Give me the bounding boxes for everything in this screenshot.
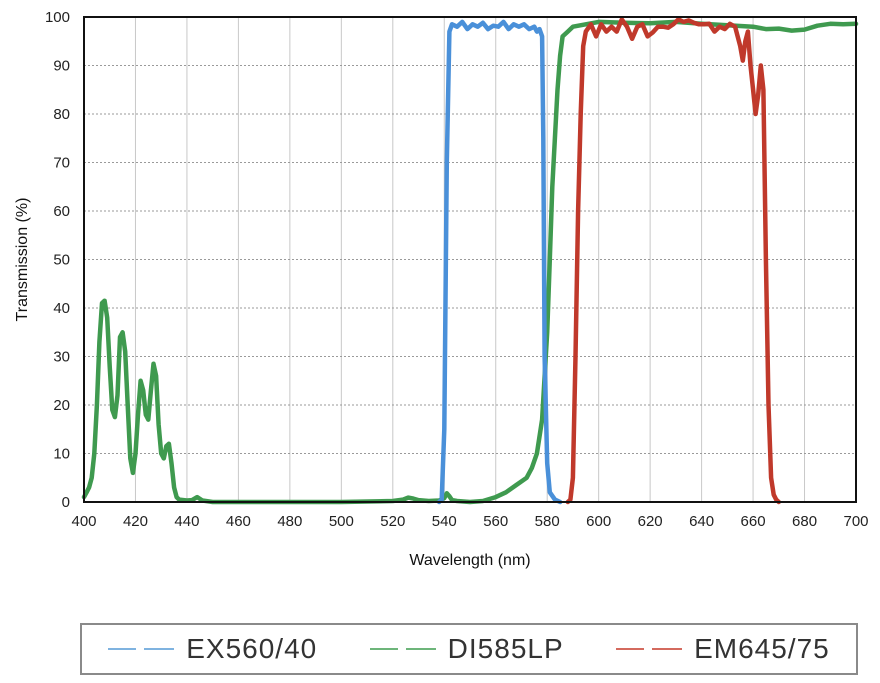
y-tick-label: 100 bbox=[45, 9, 70, 26]
y-tick-label: 60 bbox=[53, 203, 70, 220]
legend: EX560/40 DI585LP EM645/75 bbox=[80, 623, 858, 675]
y-tick-label: 10 bbox=[53, 446, 70, 463]
y-axis-title: Transmission (%) bbox=[14, 198, 31, 322]
x-axis-ticks: 400 420 440 460 480 500 520 540 560 580 600 620 640 6… bbox=[71, 513, 868, 530]
y-tick-label: 30 bbox=[53, 349, 70, 366]
y-tick-label: 70 bbox=[53, 155, 70, 172]
x-tick-label: 420 bbox=[123, 513, 148, 530]
grid-lines bbox=[83, 16, 857, 503]
plot-frame bbox=[83, 16, 857, 503]
y-axis-ticks: 0 10 20 30 40 50 60 70 80 90 100 bbox=[45, 9, 70, 511]
x-tick-label: 600 bbox=[586, 513, 611, 530]
legend-item-di585: DI585LP bbox=[369, 633, 564, 665]
x-tick-label: 440 bbox=[174, 513, 199, 530]
x-tick-label: 500 bbox=[329, 513, 354, 530]
y-tick-label: 20 bbox=[53, 397, 70, 414]
x-tick-label: 560 bbox=[483, 513, 508, 530]
series-line-di585lp bbox=[81, 19, 859, 505]
x-tick-label: 520 bbox=[380, 513, 405, 530]
x-tick-label: 580 bbox=[535, 513, 560, 530]
series-line-ex560-40 bbox=[436, 19, 563, 505]
legend-label-ex560: EX560/40 bbox=[186, 633, 318, 664]
legend-item-ex560: EX560/40 bbox=[108, 633, 317, 665]
x-tick-label: 680 bbox=[792, 513, 817, 530]
x-axis-title: Wavelength (nm) bbox=[409, 552, 530, 569]
y-tick-label: 90 bbox=[53, 58, 70, 75]
series-layer bbox=[81, 17, 859, 505]
y-tick-label: 50 bbox=[53, 252, 70, 269]
y-tick-label: 40 bbox=[53, 300, 70, 317]
legend-item-em645: EM645/75 bbox=[616, 633, 830, 665]
x-tick-label: 460 bbox=[226, 513, 251, 530]
y-tick-label: 80 bbox=[53, 106, 70, 123]
series-line-em645-75 bbox=[565, 17, 782, 505]
x-tick-label: 640 bbox=[689, 513, 714, 530]
x-tick-label: 400 bbox=[71, 513, 96, 530]
legend-label-di585: DI585LP bbox=[447, 633, 564, 664]
x-tick-label: 540 bbox=[432, 513, 457, 530]
legend-swatch-ex560 bbox=[108, 648, 175, 650]
legend-swatch-di585 bbox=[369, 648, 436, 650]
legend-label-em645: EM645/75 bbox=[694, 633, 830, 664]
x-tick-label: 620 bbox=[638, 513, 663, 530]
x-tick-label: 660 bbox=[741, 513, 766, 530]
x-tick-label: 480 bbox=[277, 513, 302, 530]
legend-swatch-em645 bbox=[616, 648, 683, 650]
x-tick-label: 700 bbox=[843, 513, 868, 530]
y-tick-label: 0 bbox=[62, 494, 70, 511]
transmission-chart: 400 420 440 460 480 500 520 540 560 580 600 620 640 6… bbox=[14, 9, 869, 569]
